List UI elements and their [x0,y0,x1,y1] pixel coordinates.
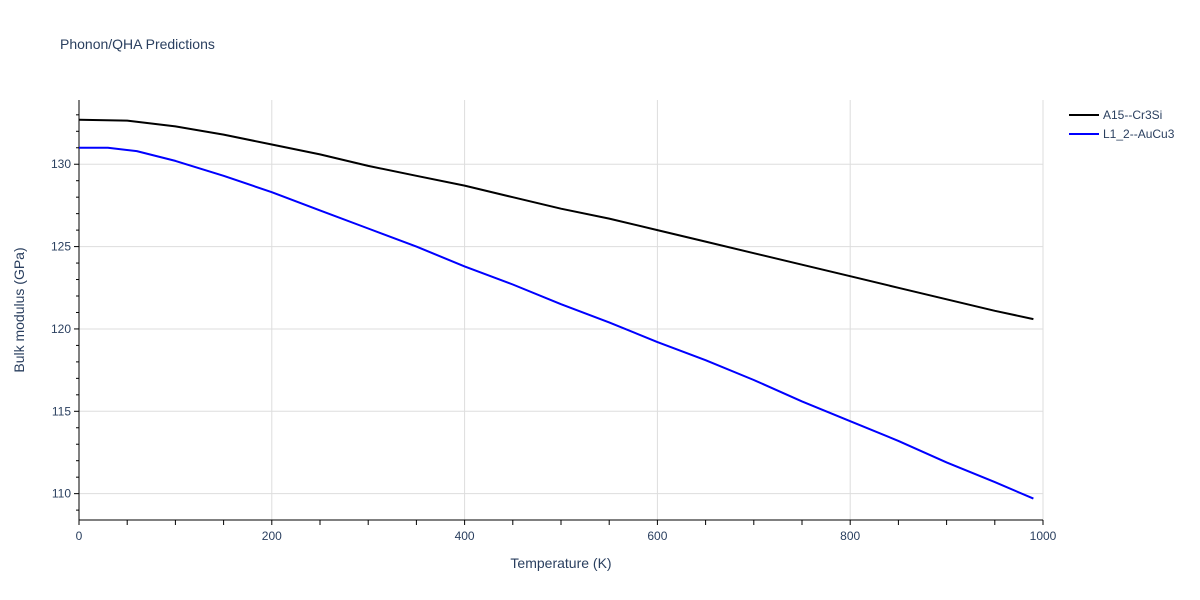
x-tick-label: 400 [455,529,475,543]
series-lines [78,118,1034,500]
x-tick-label: 0 [76,529,83,543]
x-tick-label: 600 [647,529,667,543]
axes [74,100,1044,525]
x-axis-title: Temperature (K) [510,555,611,571]
legend-label: A15--Cr3Si [1103,108,1162,122]
y-tick-label: 130 [51,157,71,171]
series-line [79,146,1034,500]
x-tick-label: 800 [840,529,860,543]
y-axis-title: Bulk modulus (GPa) [11,247,27,372]
y-tick-label: 120 [51,322,71,336]
series-line [78,118,1034,321]
y-tick-label: 125 [51,240,71,254]
y-tick-label: 110 [52,487,71,501]
x-tick-label: 1000 [1030,529,1057,543]
legend-label: L1_2--AuCu3 [1103,127,1175,141]
grid-lines [79,100,1044,520]
legend: A15--Cr3Si L1_2--AuCu3 [1069,108,1175,141]
x-tick-label: 200 [262,529,282,543]
tick-labels: 0 200 400 600 800 1000 110 115 120 125 130 [51,157,1057,543]
y-tick-label: 115 [52,404,71,418]
chart-title: Phonon/QHA Predictions [60,36,215,52]
